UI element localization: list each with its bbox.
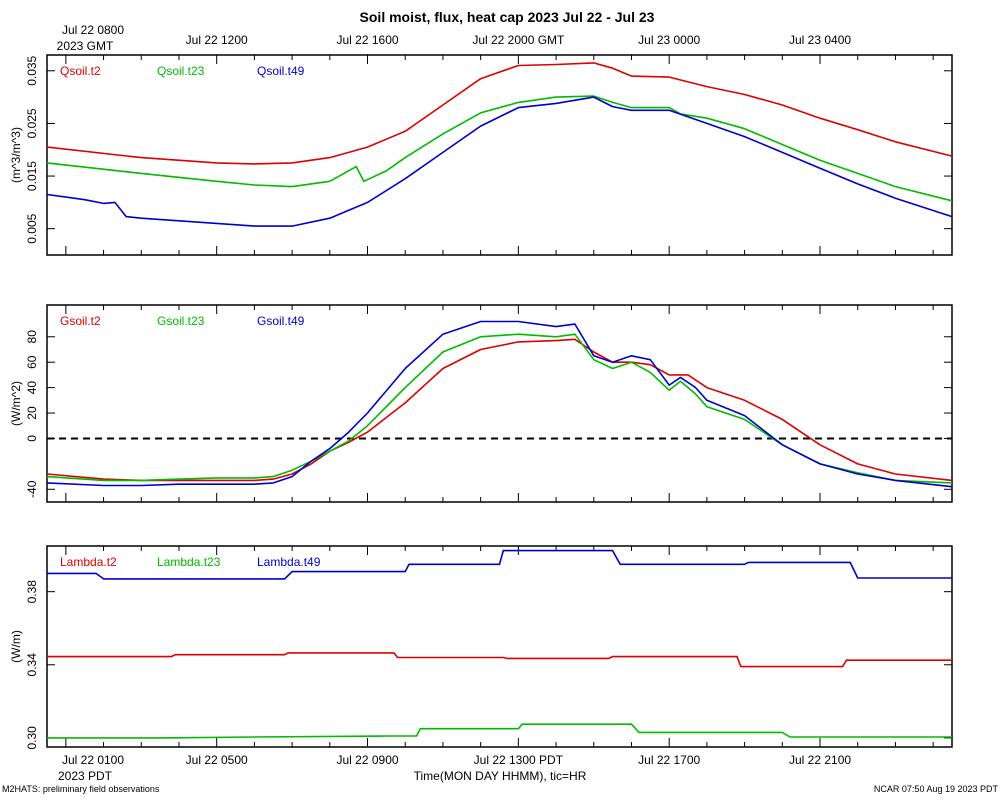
x-axis-label: Time(MON DAY HHMM), tic=HR [414, 769, 587, 783]
top-axis-label: Jul 23 0000 [638, 33, 700, 47]
y-tick-label: 0.38 [25, 580, 39, 604]
bottom-axis-label: Jul 22 0900 [336, 753, 398, 767]
top-axis-first-label-line2: 2023 GMT [57, 39, 114, 53]
series-line-qsoil-t49 [46, 96, 953, 227]
y-tick-label: 20 [25, 406, 39, 420]
y-tick-label: -40 [25, 480, 39, 498]
top-axis-label: Jul 22 1200 [186, 33, 248, 47]
series-line-qsoil-t23 [46, 95, 953, 202]
bottom-axis-label: Jul 22 0500 [186, 753, 248, 767]
y-tick-label: 60 [25, 355, 39, 369]
panel-thermal-conductivity: 0.30 0.34 0.38 (W/m) Lambda.t2 Lambda.t23 Lamb… [9, 545, 953, 750]
plot-frame [46, 304, 953, 503]
y-axis-label: (W/m^2) [9, 381, 23, 426]
plot-frame [46, 545, 953, 748]
bottom-axis-label: Jul 22 2100 [789, 753, 851, 767]
y-tick-label: 0.035 [25, 55, 39, 85]
bottom-axis-first-label: Jul 22 0100 [62, 753, 124, 767]
legend-gsoil-t2: Gsoil.t2 [60, 314, 101, 328]
top-axis-first-label: Jul 22 0800 [62, 23, 124, 37]
legend-qsoil-t49: Qsoil.t49 [257, 64, 305, 78]
legend-lambda-t49: Lambda.t49 [257, 555, 321, 569]
legend-gsoil-t23: Gsoil.t23 [157, 314, 205, 328]
top-axis-label: Jul 22 1600 [336, 33, 398, 47]
series-line-gsoil-t49 [46, 320, 953, 488]
bottom-axis-label: Jul 22 1700 [638, 753, 700, 767]
legend-lambda-t23: Lambda.t23 [157, 555, 221, 569]
legend-lambda-t2: Lambda.t2 [60, 555, 117, 569]
chart-title: Soil moist, flux, heat cap 2023 Jul 22 -… [360, 9, 655, 25]
y-tick-label: 0.005 [25, 213, 39, 243]
series-line-lambda-t2 [47, 652, 952, 668]
y-tick-label: 0.025 [25, 108, 39, 138]
footer-left: M2HATS: preliminary field observations [2, 784, 160, 794]
panel-soil-heat-flux: -40 0 20 40 60 80 (W/m^2) Gsoil.t2 Gsoil.t23 Gsoi… [9, 304, 953, 503]
bottom-axis-labels: Jul 22 0500 Jul 22 0900 Jul 22 1300 PDT Jul… [186, 753, 852, 767]
series-line-lambda-t49 [47, 549, 952, 580]
y-tick-label: 0.34 [25, 653, 39, 677]
top-axis-label: Jul 22 2000 GMT [472, 33, 565, 47]
series-line-gsoil-t23 [46, 333, 953, 484]
legend-qsoil-t2: Qsoil.t2 [60, 64, 101, 78]
y-tick-label: 80 [25, 330, 39, 344]
bottom-axis-label: Jul 22 1300 PDT [474, 753, 564, 767]
top-axis-label: Jul 23 0400 [789, 33, 851, 47]
y-tick-label: 0.30 [25, 726, 39, 750]
y-axis-label: (W/m) [9, 630, 23, 663]
series-line-qsoil-t2 [46, 62, 953, 165]
legend-gsoil-t49: Gsoil.t49 [257, 314, 305, 328]
y-tick-label: 0 [25, 435, 39, 442]
y-tick-label: 40 [25, 381, 39, 395]
panel-soil-moisture: 0.005 0.015 0.025 0.035 (m^3/m^3) Qsoil.t2 Qso… [9, 54, 953, 256]
series-line-lambda-t23 [47, 723, 952, 739]
plot-frame [46, 54, 953, 256]
legend-qsoil-t23: Qsoil.t23 [157, 64, 205, 78]
top-axis-labels: Jul 22 1200 Jul 22 1600 Jul 22 2000 GMT Jul… [186, 33, 852, 47]
y-axis-label: (m^3/m^3) [9, 127, 23, 183]
footer-right: NCAR 07:50 Aug 19 2023 PDT [874, 784, 999, 794]
series-line-gsoil-t2 [46, 338, 953, 482]
bottom-axis-first-label-line2: 2023 PDT [58, 769, 113, 783]
y-tick-label: 0.015 [25, 161, 39, 191]
